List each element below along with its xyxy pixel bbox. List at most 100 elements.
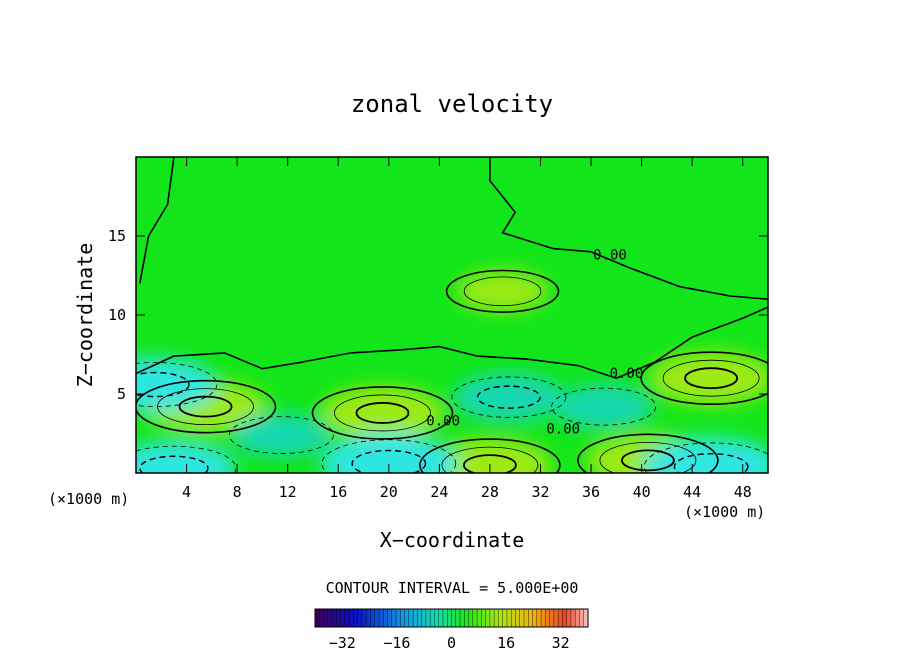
x-unit-right: (×1000 m)	[684, 503, 765, 521]
colorbar-swatch	[553, 609, 559, 627]
contour-line	[334, 394, 431, 432]
contour-line	[419, 438, 561, 473]
colorbar-swatch	[396, 609, 401, 627]
zero-contour	[139, 157, 175, 284]
y-tick-label: 5	[117, 385, 126, 403]
contour-line	[445, 269, 560, 313]
colorbar-swatch	[583, 609, 589, 627]
colorbar-swatch	[417, 609, 423, 627]
contour-line	[136, 371, 190, 398]
x-unit-left: (×1000 m)	[48, 490, 129, 508]
x-axis-label: X−coordinate	[380, 528, 525, 552]
colorbar-swatch	[361, 609, 367, 627]
x-tick-label: 44	[683, 483, 701, 501]
colorbar-swatch	[498, 609, 504, 627]
y-axis-label: Z−coordinate	[73, 243, 97, 388]
colorbar-swatch	[545, 609, 551, 627]
x-tick-label: 24	[430, 483, 448, 501]
colorbar-ticks: −32 −16 0 16 32	[329, 634, 570, 652]
x-tick-label: 8	[233, 483, 242, 501]
contour-line	[178, 395, 233, 418]
colorbar-swatch	[562, 609, 568, 627]
colorbar-swatch	[336, 609, 342, 627]
contour-line	[228, 416, 334, 454]
x-axis: 4 8 12 16 20 24 28 32 36 40 44 48	[182, 157, 752, 501]
contour-line	[662, 359, 760, 397]
x-tick-label: 20	[380, 483, 398, 501]
colorbar-swatch	[357, 609, 363, 627]
zero-contour	[136, 306, 768, 380]
colorbar-swatch	[477, 609, 482, 627]
contour-line	[599, 441, 697, 473]
contour-line	[577, 433, 719, 473]
contour-line	[640, 351, 768, 405]
colorbar-swatch	[451, 609, 457, 627]
colorbar-swatch	[468, 609, 474, 627]
colorbar-swatch	[515, 609, 521, 627]
contour-label: 0.00	[593, 248, 627, 264]
colorbar	[315, 609, 589, 627]
colorbar-swatch	[383, 609, 389, 627]
contour-label: 0.00	[546, 422, 580, 438]
colorbar-swatch	[460, 609, 465, 627]
colorbar-swatch	[421, 609, 427, 627]
colorbar-swatch	[442, 609, 448, 627]
zero-contour	[489, 157, 768, 300]
colorbar-swatch	[464, 609, 470, 627]
contour-line	[355, 402, 410, 424]
colorbar-swatch	[566, 609, 572, 627]
contour-line	[476, 385, 541, 409]
colorbar-swatch	[575, 609, 580, 627]
colorbar-swatch	[413, 609, 418, 627]
colorbar-swatch	[400, 609, 406, 627]
colorbar-swatch	[353, 609, 359, 627]
colorbar-swatch	[524, 609, 529, 627]
colorbar-swatch	[391, 609, 397, 627]
colorbar-swatch	[430, 609, 435, 627]
contour-line	[136, 362, 218, 407]
contour-line	[321, 439, 457, 473]
x-tick-label: 48	[734, 483, 752, 501]
colorbar-swatch	[315, 609, 320, 627]
contour-label: 0.00	[610, 366, 644, 382]
colorbar-swatch	[327, 609, 333, 627]
colorbar-swatch	[532, 609, 538, 627]
contour-line	[551, 387, 657, 426]
colorbar-swatch	[511, 609, 516, 627]
contour-lines	[136, 157, 768, 473]
colorbar-swatch	[570, 609, 576, 627]
colorbar-swatch	[404, 609, 410, 627]
plot-area	[136, 157, 768, 473]
colorbar-swatch	[494, 609, 499, 627]
colorbar-swatch	[558, 609, 563, 627]
field-minimum	[320, 433, 458, 473]
colorbar-swatch	[370, 609, 376, 627]
contour-line	[451, 376, 567, 418]
colorbar-tick-label: −16	[383, 634, 410, 652]
colorbar-swatch	[387, 609, 393, 627]
y-tick-label: 15	[108, 227, 126, 245]
colorbar-swatch	[366, 609, 371, 627]
colorbar-tick-label: −32	[329, 634, 356, 652]
field-maximum	[456, 270, 549, 312]
x-tick-label: 28	[481, 483, 499, 501]
colorbar-swatch	[438, 609, 444, 627]
y-tick-label: 10	[108, 306, 126, 324]
contour-line	[673, 453, 749, 473]
contour-line	[684, 367, 739, 390]
colorbar-tick-label: 0	[447, 634, 456, 652]
contour-interval: CONTOUR INTERVAL = 5.000E+00	[326, 579, 579, 597]
field-minimum	[136, 441, 236, 473]
colorbar-swatch	[519, 609, 525, 627]
colorbar-swatch	[489, 609, 495, 627]
colorbar-swatch	[340, 609, 346, 627]
colorbar-swatch	[481, 609, 487, 627]
colorbar-swatch	[549, 609, 555, 627]
contour-line	[136, 379, 277, 434]
contour-line	[351, 449, 427, 473]
colorbar-swatch	[528, 609, 534, 627]
colorbar-swatch	[425, 609, 431, 627]
colorbar-swatch	[408, 609, 414, 627]
x-tick-label: 12	[279, 483, 297, 501]
